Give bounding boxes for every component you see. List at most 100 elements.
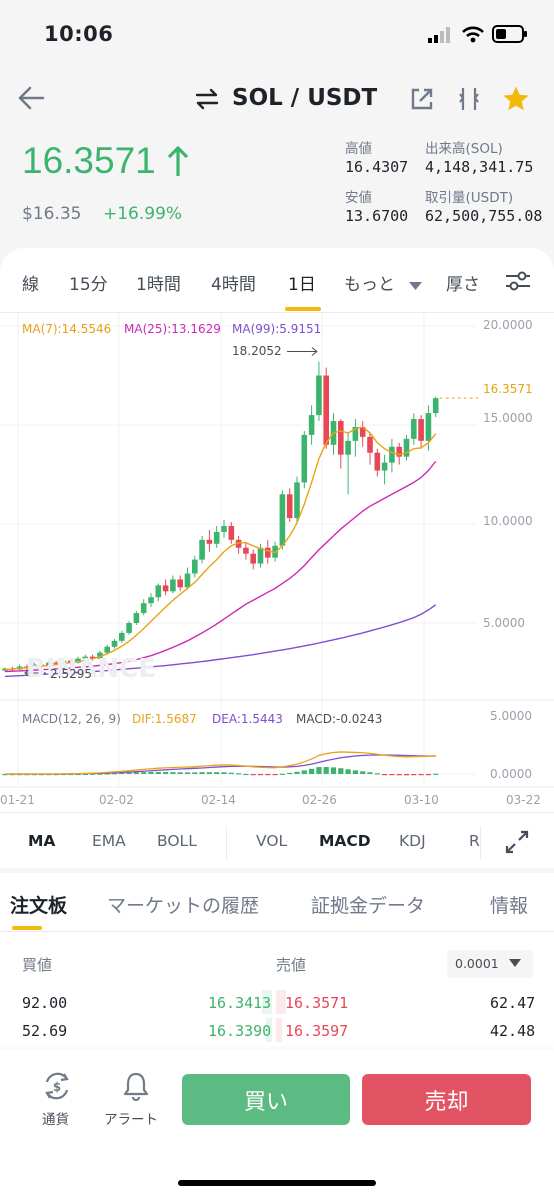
candle-toggle-icon[interactable]	[457, 86, 481, 116]
macd-histogram-bar	[126, 772, 132, 774]
y-tick: 15.0000	[483, 411, 533, 425]
candle	[199, 539, 205, 560]
tf-4h[interactable]: 4時間	[211, 275, 256, 295]
macd-histogram-bar	[287, 772, 293, 775]
candle	[250, 553, 256, 564]
ind-boll[interactable]: BOLL	[157, 832, 197, 850]
macd-histogram-bar	[192, 772, 198, 774]
macd-histogram-bar	[104, 773, 110, 775]
macd-value-legend: MACD:-0.0243	[296, 712, 383, 726]
candle	[140, 603, 147, 614]
macd-histogram-bar	[389, 774, 395, 776]
macd-histogram-bar	[338, 768, 344, 774]
candle	[38, 664, 45, 666]
tab-margin-data[interactable]: 証拠金データ	[311, 895, 426, 917]
stat-low-value: 13.6700	[345, 207, 409, 225]
pair-title[interactable]: SOL / USDT	[232, 85, 378, 111]
price-chart[interactable]: BINANCE	[0, 312, 554, 807]
ind-rsi[interactable]: R	[469, 832, 480, 850]
last-price-marker: 16.3571	[483, 382, 533, 396]
precision-value: 0.0001	[455, 956, 499, 971]
ma99-legend: MA(99):5.9151	[232, 322, 322, 336]
ask-price[interactable]: 16.3571	[285, 994, 349, 1012]
ind-ema[interactable]: EMA	[92, 832, 126, 850]
macd-histogram-bar	[411, 774, 417, 776]
tf-15m[interactable]: 15分	[69, 275, 108, 295]
candle	[235, 539, 242, 548]
sell-button[interactable]: 売却	[362, 1074, 531, 1125]
candle	[46, 662, 52, 666]
favorite-star-icon[interactable]	[501, 84, 531, 118]
home-indicator	[178, 1180, 376, 1186]
macd-histogram-bar	[90, 773, 96, 775]
macd-histogram-bar	[433, 773, 439, 775]
bid-price[interactable]: 16.3390	[208, 1022, 272, 1040]
binance-watermark: BINANCE	[26, 654, 156, 684]
buy-button[interactable]: 買い	[182, 1074, 350, 1125]
candle	[265, 547, 271, 558]
macd-params-legend: MACD(12, 26, 9)	[22, 712, 121, 726]
stat-volume-label: 出来高(SOL)	[425, 141, 503, 157]
back-arrow-icon[interactable]	[16, 84, 46, 116]
divider	[226, 826, 227, 860]
macd-histogram-bar	[236, 773, 242, 775]
macd-histogram-bar	[360, 771, 366, 774]
swap-pair-icon[interactable]	[194, 86, 220, 116]
candle	[53, 662, 59, 664]
macd-histogram-bar	[250, 774, 256, 776]
currency-convert-icon[interactable]: $	[40, 1070, 74, 1106]
candle	[60, 660, 67, 664]
candle	[89, 656, 96, 659]
ind-vol[interactable]: VOL	[256, 832, 288, 850]
ind-kdj[interactable]: KDJ	[399, 832, 426, 850]
tf-1h[interactable]: 1時間	[136, 275, 181, 295]
tf-depth[interactable]: 厚さ	[446, 275, 480, 295]
fullscreen-icon[interactable]	[504, 829, 530, 859]
y-tick: 10.0000	[483, 514, 533, 528]
bid-price[interactable]: 16.3413	[208, 994, 272, 1012]
candle	[184, 573, 191, 588]
low-marker-arrow	[24, 668, 46, 678]
tab-orderbook[interactable]: 注文板	[10, 895, 68, 917]
macd-histogram-bar	[243, 773, 249, 776]
macd-histogram-bar	[228, 772, 234, 774]
stat-volume-value: 4,148,341.75	[425, 158, 534, 176]
macd-histogram-bar	[133, 772, 139, 774]
low-marker-label: 2.5295	[50, 667, 92, 681]
macd-histogram-bar	[367, 772, 373, 774]
x-tick: 02-26	[302, 793, 337, 807]
ind-ma[interactable]: MA	[28, 832, 56, 850]
candle	[155, 585, 162, 598]
tab-market-history[interactable]: マーケットの履歴	[107, 895, 260, 917]
ma7-legend: MA(7):14.5546	[22, 322, 112, 336]
x-tick: 03-10	[404, 793, 439, 807]
macd-histogram-bar	[330, 767, 337, 774]
alert-bell-icon[interactable]	[120, 1070, 152, 1106]
dif-line	[5, 751, 436, 775]
tf-1d[interactable]: 1日	[288, 275, 316, 295]
candle	[177, 579, 183, 588]
macd-histogram-bar	[199, 772, 205, 774]
candle	[294, 482, 300, 519]
candle	[308, 415, 315, 435]
candle	[243, 547, 249, 554]
candle	[403, 438, 410, 457]
chart-settings-icon[interactable]	[504, 270, 532, 296]
ask-price[interactable]: 16.3597	[285, 1022, 349, 1040]
section-separator	[0, 868, 554, 873]
tab-info[interactable]: 情報	[490, 895, 529, 917]
signal-icon	[428, 27, 454, 47]
tf-line[interactable]: 線	[22, 275, 39, 295]
share-icon[interactable]	[408, 85, 436, 117]
ind-macd[interactable]: MACD	[319, 832, 371, 850]
x-tick: 03-22	[506, 793, 541, 807]
tf-more[interactable]: もっと	[344, 275, 395, 295]
ask-qty: 62.47	[490, 994, 536, 1012]
ask-header: 売値	[276, 956, 307, 974]
precision-select[interactable]: 0.0001	[447, 950, 533, 978]
macd-histogram-bar	[148, 772, 154, 774]
ma25-legend: MA(25):13.1629	[124, 322, 221, 336]
macd-histogram-bar	[257, 774, 264, 776]
candle	[133, 613, 140, 623]
macd-histogram-bar	[323, 767, 329, 774]
